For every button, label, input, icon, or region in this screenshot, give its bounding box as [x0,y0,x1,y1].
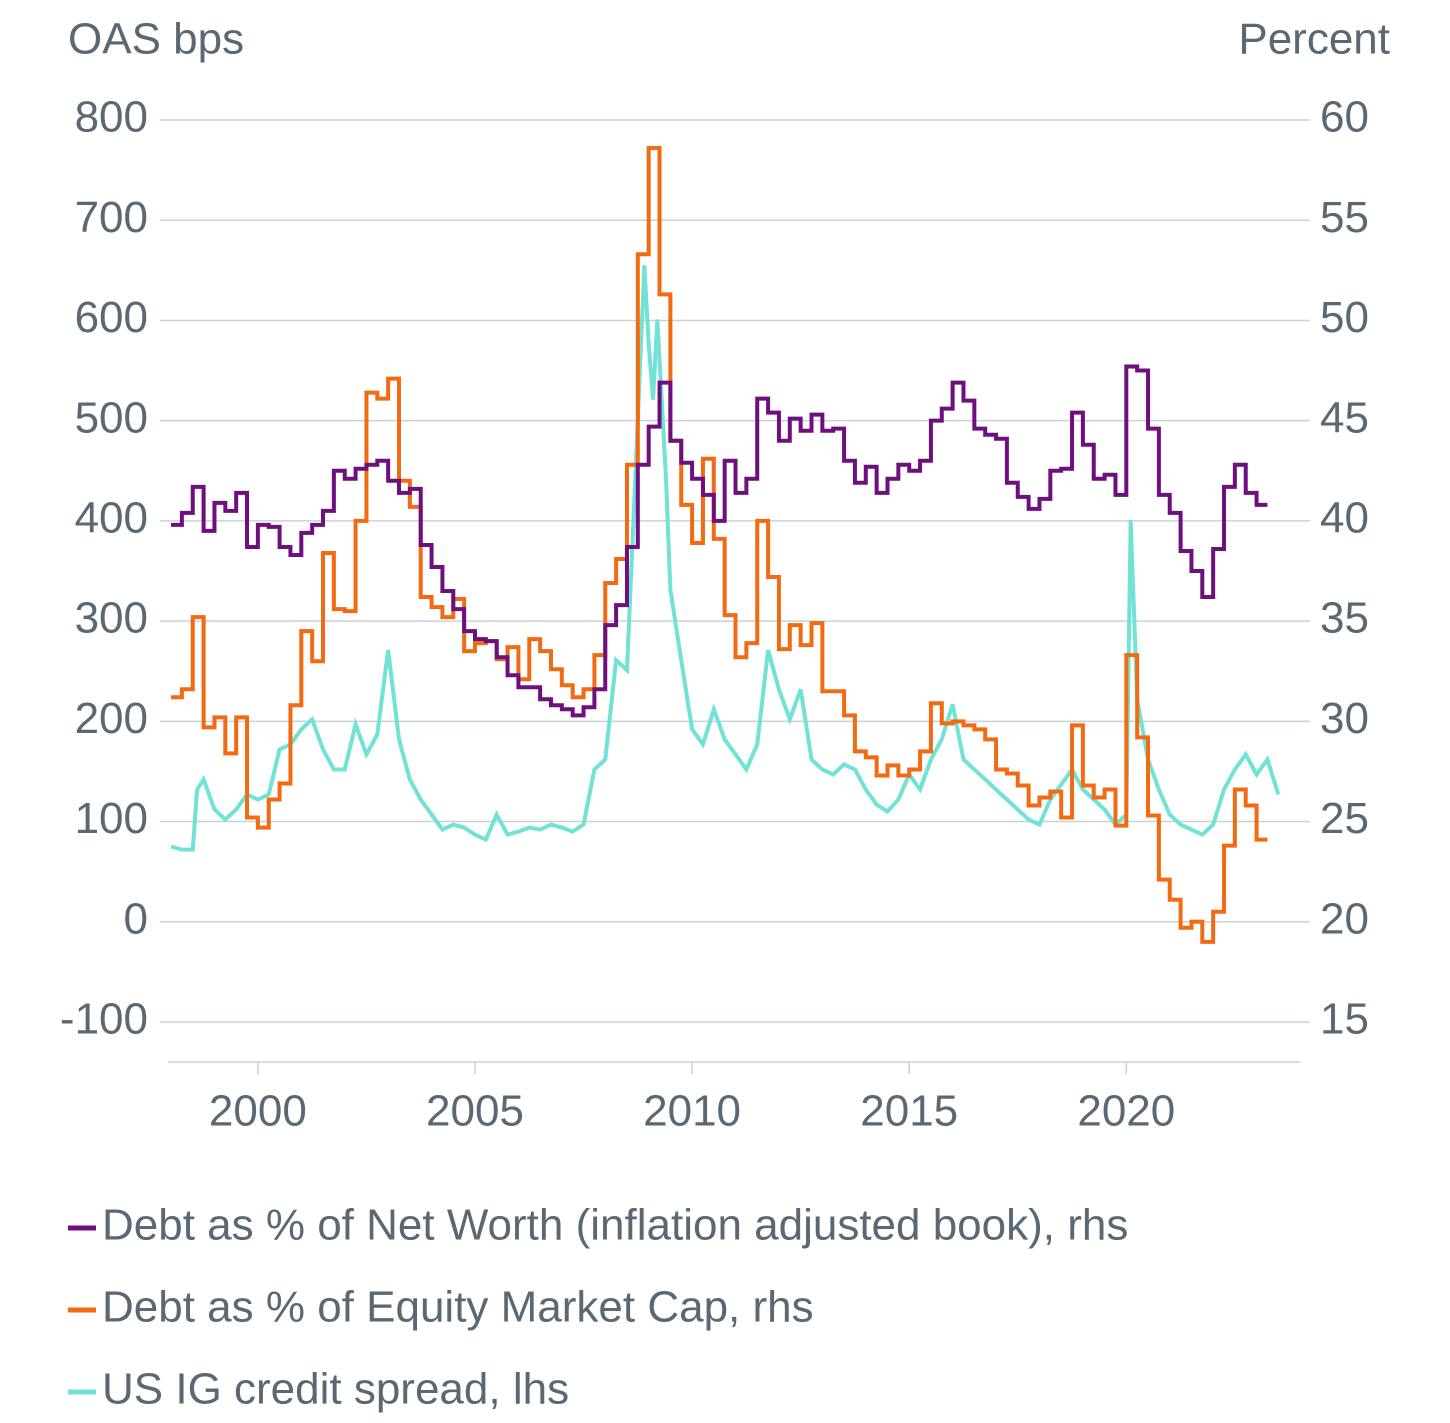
y-tick-label: 600 [75,293,148,342]
series-line [170,265,1281,852]
legend-label: Debt as % of Net Worth (inflation adjust… [102,1201,1128,1250]
y-tick-label: 300 [75,594,148,643]
y-tick-label: 400 [75,494,148,543]
y2-tick-label: 45 [1320,393,1369,442]
series-line [171,146,1268,944]
y2-tick-label: 60 [1320,93,1369,142]
y2-tick-label: 55 [1320,193,1369,242]
x-tick-label: 2000 [209,1087,307,1136]
y2-tick-label: 20 [1320,894,1369,943]
x-tick-label: 2015 [860,1087,958,1136]
legend-label: US IG credit spread, lhs [102,1365,569,1414]
x-tick-label: 2010 [643,1087,741,1136]
y-tick-label: -100 [60,995,148,1044]
y-tick-label: 200 [75,694,148,743]
y2-tick-label: 15 [1320,995,1369,1044]
y2-tick-label: 50 [1320,293,1369,342]
x-tick-label: 2005 [426,1087,524,1136]
y-tick-label: 100 [75,794,148,843]
y2-tick-label: 30 [1320,694,1369,743]
series-line [171,364,1268,718]
y-tick-label: 0 [124,894,148,943]
legend-label: Debt as % of Equity Market Cap, rhs [102,1283,814,1332]
y-axis-label: OAS bps [68,15,244,64]
y-tick-label: 700 [75,193,148,242]
y-tick-label: 800 [75,93,148,142]
y-tick-label: 500 [75,393,148,442]
y2-axis-label: Percent [1238,15,1390,64]
y2-tick-label: 25 [1320,794,1369,843]
x-tick-label: 2020 [1077,1087,1175,1136]
y2-tick-label: 35 [1320,594,1369,643]
y2-tick-label: 40 [1320,494,1369,543]
